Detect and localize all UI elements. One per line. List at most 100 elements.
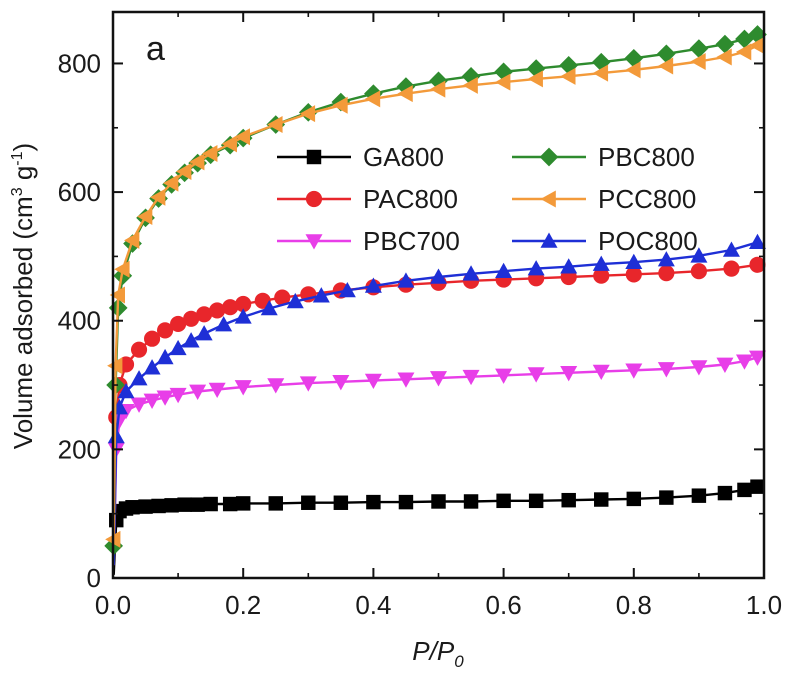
- data-point-pcc800: [124, 231, 140, 249]
- legend-marker: [540, 232, 558, 248]
- data-point-ga800: [333, 495, 349, 510]
- data-point-pac800: [222, 299, 239, 316]
- data-point-poc800: [143, 359, 161, 375]
- data-point-poc800: [748, 233, 766, 250]
- data-point-ga800: [561, 492, 576, 508]
- data-point-pcc800: [107, 357, 123, 375]
- data-point-poc800: [215, 316, 233, 332]
- data-point-pcc800: [267, 116, 283, 134]
- x-tick-label: 0.2: [225, 590, 261, 620]
- data-point-pbc700: [748, 350, 766, 366]
- data-point-poc800: [625, 253, 643, 269]
- data-point-pbc700: [143, 393, 161, 409]
- legend-item-pac800: PAC800: [277, 184, 458, 214]
- data-point-ga800: [659, 490, 674, 505]
- data-point-ga800: [190, 497, 205, 512]
- y-tick-label: 800: [58, 48, 101, 78]
- y-axis-title: Volume adsorbed (cm3 g-1): [8, 143, 38, 449]
- x-tick-label: 0.6: [486, 590, 522, 620]
- data-point-poc800: [312, 287, 330, 303]
- data-point-pbc700: [716, 357, 734, 373]
- data-point-pac800: [625, 266, 642, 283]
- x-axis-title-main: P/P: [412, 636, 455, 666]
- data-point-poc800: [130, 370, 148, 386]
- data-point-pcc800: [690, 53, 706, 71]
- data-point-pbc700: [189, 384, 207, 400]
- data-point-ga800: [691, 488, 707, 503]
- x-tick-label: 0.8: [616, 590, 652, 620]
- ticks-layer: 0.0 0.2 0.4 0.6 0.8 1.0 0 200 400 600 800: [58, 12, 782, 620]
- data-point-pbc700: [397, 372, 415, 388]
- data-point-pcc800: [735, 43, 752, 61]
- data-point-poc800: [430, 268, 447, 284]
- data-point-pcc800: [332, 96, 348, 114]
- data-point-pcc800: [114, 260, 130, 278]
- data-point-pac800: [690, 263, 707, 280]
- legend-item-pcc800: PCC800: [512, 184, 696, 214]
- data-point-pac800: [235, 295, 252, 313]
- legend-item-poc800: POC800: [512, 226, 698, 256]
- data-point-ga800: [626, 491, 642, 507]
- data-point-pac800: [658, 265, 675, 282]
- data-point-poc800: [156, 348, 174, 365]
- series-layer: [104, 25, 767, 575]
- legend-marker: [305, 190, 323, 208]
- data-point-pbc700: [234, 380, 252, 396]
- data-point-ga800: [301, 495, 316, 510]
- data-point-pbc700: [495, 368, 513, 384]
- data-point-pbc700: [267, 378, 285, 394]
- data-point-ga800: [496, 493, 511, 509]
- data-point-ga800: [717, 485, 733, 501]
- data-point-pbc800: [461, 66, 481, 86]
- y-axis-title-sup2: -1: [9, 151, 26, 165]
- legend-item-ga800: GA800: [277, 142, 444, 172]
- data-point-ga800: [203, 496, 218, 512]
- x-axis-title-subscript: 0: [454, 652, 464, 671]
- data-point-pbc700: [657, 362, 675, 378]
- legend-marker: [306, 149, 322, 165]
- legend-marker: [540, 190, 556, 208]
- data-point-pac800: [749, 256, 766, 273]
- data-point-ga800: [268, 496, 283, 511]
- data-point-pbc700: [332, 375, 350, 391]
- data-point-pbc700: [690, 360, 708, 376]
- data-point-pac800: [130, 341, 148, 358]
- data-point-pbc700: [430, 371, 447, 387]
- legend-marker: [305, 234, 323, 250]
- data-point-pbc700: [560, 366, 578, 382]
- data-point-pbc700: [364, 373, 382, 390]
- data-point-ga800: [177, 497, 192, 512]
- data-point-poc800: [657, 251, 675, 267]
- legend-label: GA800: [363, 142, 444, 172]
- data-point-pcc800: [150, 188, 166, 206]
- data-point-pbc700: [735, 354, 753, 370]
- data-point-pcc800: [299, 105, 316, 123]
- data-point-pbc700: [169, 387, 187, 404]
- series-line-pbc700: [112, 356, 758, 566]
- y-axis-title-sup1: 3: [9, 187, 26, 196]
- data-point-pbc800: [689, 39, 709, 59]
- data-point-pbc800: [364, 84, 383, 104]
- data-point-pcc800: [397, 85, 413, 103]
- data-point-poc800: [117, 382, 135, 399]
- data-point-pbc800: [657, 44, 676, 64]
- data-point-pac800: [183, 310, 200, 327]
- data-point-pbc700: [462, 369, 480, 386]
- data-point-pcc800: [137, 208, 153, 226]
- data-point-pcc800: [625, 61, 641, 79]
- data-point-pcc800: [592, 64, 609, 82]
- data-point-ga800: [366, 494, 381, 510]
- data-point-ga800: [138, 499, 153, 514]
- data-point-pac800: [209, 302, 226, 319]
- x-axis-title: P/P0: [412, 636, 464, 671]
- legend-label: PCC800: [598, 184, 696, 214]
- data-point-pac800: [170, 315, 187, 333]
- data-point-poc800: [195, 325, 213, 341]
- data-point-pcc800: [234, 128, 250, 146]
- data-point-pcc800: [495, 73, 511, 91]
- data-point-pbc800: [494, 62, 513, 82]
- y-tick-label: 600: [58, 177, 101, 207]
- data-point-pac800: [157, 322, 174, 339]
